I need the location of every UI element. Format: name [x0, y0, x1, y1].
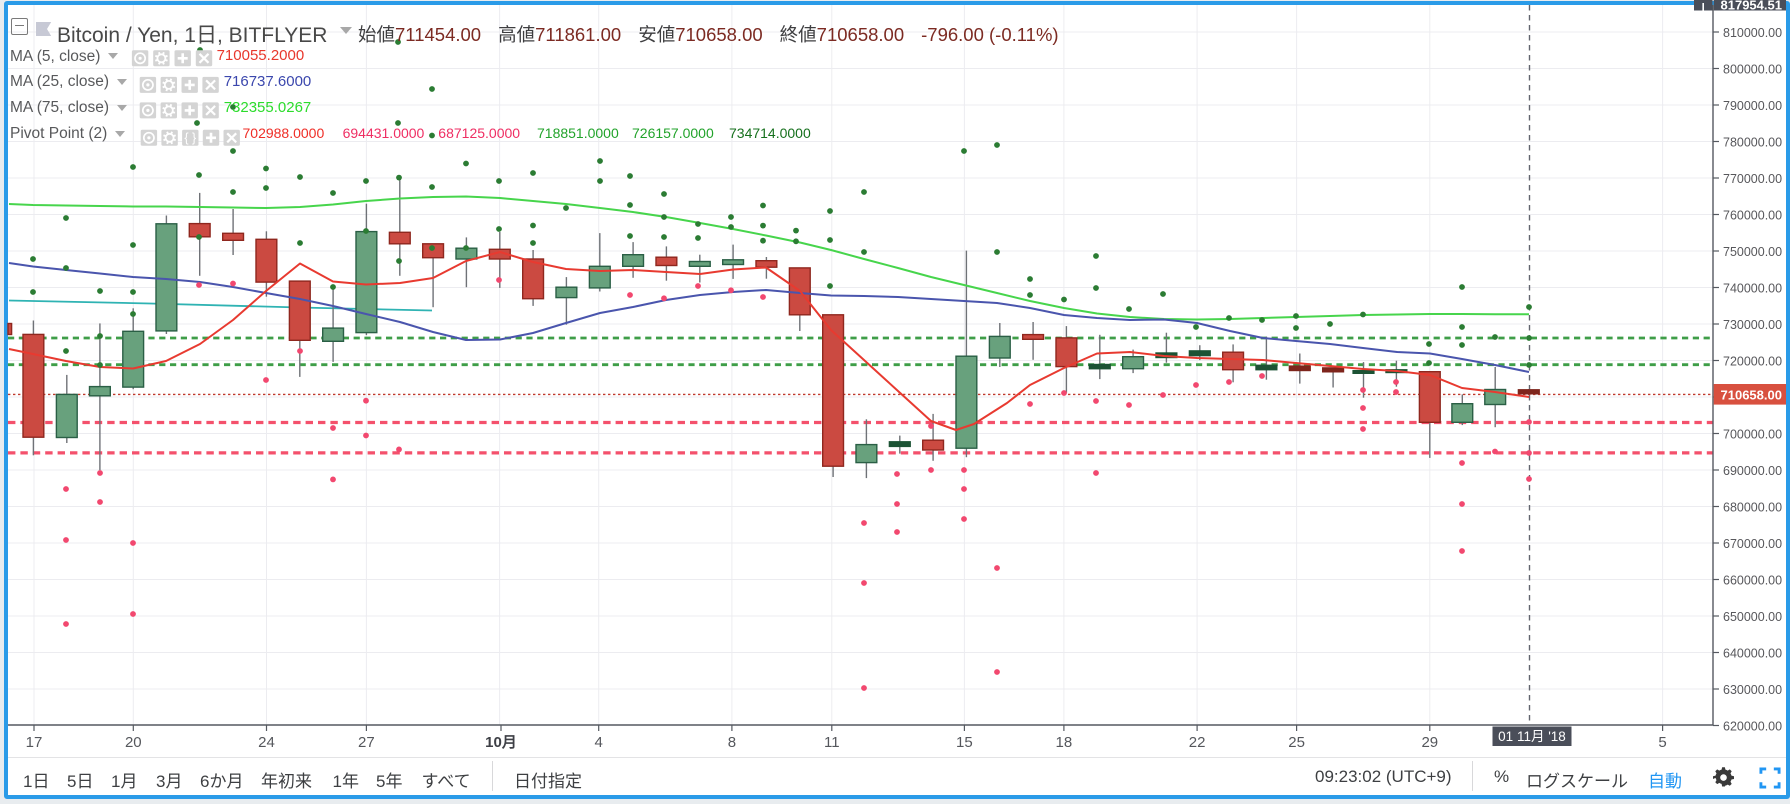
svg-text:730000.00: 730000.00 — [1723, 318, 1782, 332]
svg-text:770000.00: 770000.00 — [1723, 172, 1782, 186]
svg-text:660000.00: 660000.00 — [1723, 573, 1782, 587]
svg-text:25: 25 — [1288, 734, 1305, 751]
svg-text:17: 17 — [26, 734, 43, 751]
svg-text:670000.00: 670000.00 — [1723, 537, 1782, 551]
svg-text:790000.00: 790000.00 — [1723, 99, 1782, 113]
svg-text:810000.00: 810000.00 — [1723, 26, 1782, 40]
svg-text:640000.00: 640000.00 — [1723, 646, 1782, 660]
svg-text:760000.00: 760000.00 — [1723, 208, 1782, 222]
svg-text:690000.00: 690000.00 — [1723, 464, 1782, 478]
svg-text:817954.51: 817954.51 — [1721, 0, 1782, 13]
svg-text:700000.00: 700000.00 — [1723, 427, 1782, 441]
svg-text:720000.00: 720000.00 — [1723, 354, 1782, 368]
svg-text:01 11月 '18: 01 11月 '18 — [1498, 729, 1566, 744]
svg-text:710658.00: 710658.00 — [1721, 387, 1782, 402]
svg-text:5: 5 — [1658, 734, 1666, 751]
svg-text:20: 20 — [125, 734, 142, 751]
svg-text:740000.00: 740000.00 — [1723, 281, 1782, 295]
svg-text:10月: 10月 — [485, 734, 517, 751]
svg-text:8: 8 — [728, 734, 736, 751]
svg-text:680000.00: 680000.00 — [1723, 500, 1782, 514]
svg-text:18: 18 — [1056, 734, 1073, 751]
svg-text:4: 4 — [595, 734, 603, 751]
svg-text:11: 11 — [824, 734, 840, 751]
svg-text:800000.00: 800000.00 — [1723, 62, 1782, 76]
svg-text:24: 24 — [258, 734, 275, 751]
svg-text:27: 27 — [358, 734, 375, 751]
svg-text:780000.00: 780000.00 — [1723, 135, 1782, 149]
svg-text:29: 29 — [1421, 734, 1438, 751]
svg-text:620000.00: 620000.00 — [1723, 719, 1782, 733]
svg-text:22: 22 — [1189, 734, 1206, 751]
svg-text:630000.00: 630000.00 — [1723, 683, 1782, 697]
svg-text:15: 15 — [956, 734, 973, 751]
svg-text:650000.00: 650000.00 — [1723, 610, 1782, 624]
svg-text:750000.00: 750000.00 — [1723, 245, 1782, 259]
